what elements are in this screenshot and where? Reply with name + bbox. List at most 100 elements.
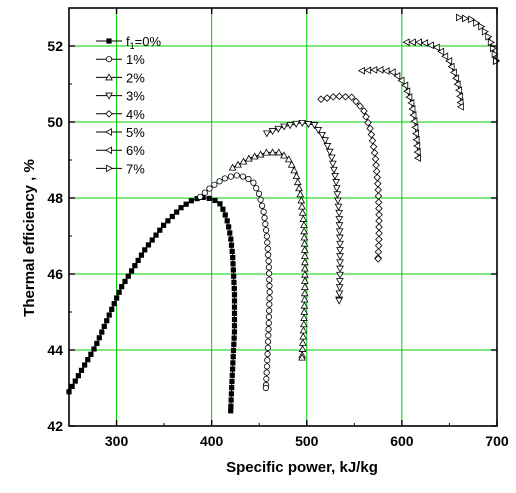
data-point [228, 242, 235, 248]
data-point [372, 167, 381, 176]
data-point [280, 151, 288, 159]
legend: f1=0%1% 2% 3% 4% 5% 6% 7% [96, 34, 161, 176]
data-point [231, 304, 238, 310]
series-markers-group [228, 148, 309, 361]
data-point [266, 288, 273, 296]
data-point [334, 203, 343, 211]
data-point [402, 38, 410, 47]
legend-item: 6% [96, 143, 145, 158]
data-point [411, 129, 419, 138]
data-point [106, 38, 112, 44]
data-point [239, 157, 248, 165]
data-point [104, 318, 110, 324]
series-markers [66, 13, 501, 414]
data-point [296, 190, 305, 198]
data-point [437, 47, 445, 56]
series-markers-group [402, 38, 464, 111]
data-point [105, 92, 113, 100]
data-point [415, 38, 423, 47]
data-point [298, 208, 307, 216]
x-tick-label: 300 [105, 433, 129, 449]
data-point [335, 92, 344, 101]
data-point [265, 251, 272, 259]
data-point [106, 164, 114, 173]
data-point [366, 124, 374, 133]
data-point [85, 357, 91, 363]
legend-label: 1% [126, 52, 145, 67]
data-point [487, 38, 495, 47]
data-point [230, 254, 236, 261]
data-point [255, 190, 263, 197]
data-point [264, 350, 271, 358]
series-line [68, 196, 235, 411]
legend-item: 1% [96, 52, 145, 67]
data-point [226, 224, 232, 230]
data-point [105, 56, 113, 63]
data-point [393, 72, 401, 80]
data-point [268, 128, 277, 136]
data-point [259, 202, 266, 209]
data-point [356, 102, 364, 110]
data-point [286, 122, 295, 130]
data-point [447, 62, 455, 71]
data-point [323, 94, 331, 102]
data-point [375, 229, 383, 238]
data-point [239, 173, 247, 180]
data-point [382, 67, 390, 75]
data-point [104, 146, 112, 155]
data-point [318, 131, 326, 139]
data-point [455, 13, 463, 22]
data-point [304, 121, 313, 129]
data-point [364, 66, 372, 75]
data-point [264, 357, 271, 364]
data-point [314, 127, 323, 135]
data-point [265, 270, 273, 277]
data-point [374, 198, 383, 207]
data-point [228, 163, 237, 171]
x-tick-label: 600 [390, 433, 414, 449]
data-point [109, 306, 115, 312]
data-point [234, 160, 242, 168]
data-point [456, 92, 464, 101]
data-point [230, 354, 236, 360]
data-point [69, 383, 75, 390]
data-point [336, 240, 344, 248]
data-point [227, 173, 234, 180]
data-point [233, 172, 240, 179]
data-point [299, 214, 308, 222]
data-point [409, 111, 417, 120]
data-point [231, 316, 238, 323]
data-point [230, 347, 237, 354]
legend-label: 5% [126, 125, 145, 140]
axes: 300 400 500 600 700 42 44 46 48 50 52 [47, 7, 509, 449]
data-point [336, 259, 344, 267]
legend-label: 4% [126, 107, 145, 122]
data-point [432, 43, 440, 52]
data-point [142, 247, 148, 253]
legend-label: 2% [126, 70, 145, 85]
data-point [413, 142, 421, 150]
data-point [250, 152, 259, 160]
data-point [264, 239, 271, 246]
data-point [231, 285, 237, 292]
data-point [299, 326, 308, 334]
data-point [229, 372, 235, 378]
data-point [280, 123, 288, 131]
data-point [330, 166, 338, 174]
data-point [408, 105, 416, 113]
data-point [231, 329, 238, 335]
data-point [287, 160, 296, 168]
data-point [325, 148, 334, 156]
data-point [373, 173, 382, 182]
data-point [376, 65, 384, 74]
data-point [264, 338, 272, 345]
data-point [298, 344, 307, 352]
data-point [231, 341, 237, 347]
data-point [401, 81, 409, 90]
y-tick-label: 50 [47, 114, 63, 130]
data-point [228, 403, 234, 409]
data-point [212, 197, 218, 204]
grid-lines [69, 8, 497, 426]
data-point [374, 179, 382, 188]
data-point [197, 193, 204, 200]
